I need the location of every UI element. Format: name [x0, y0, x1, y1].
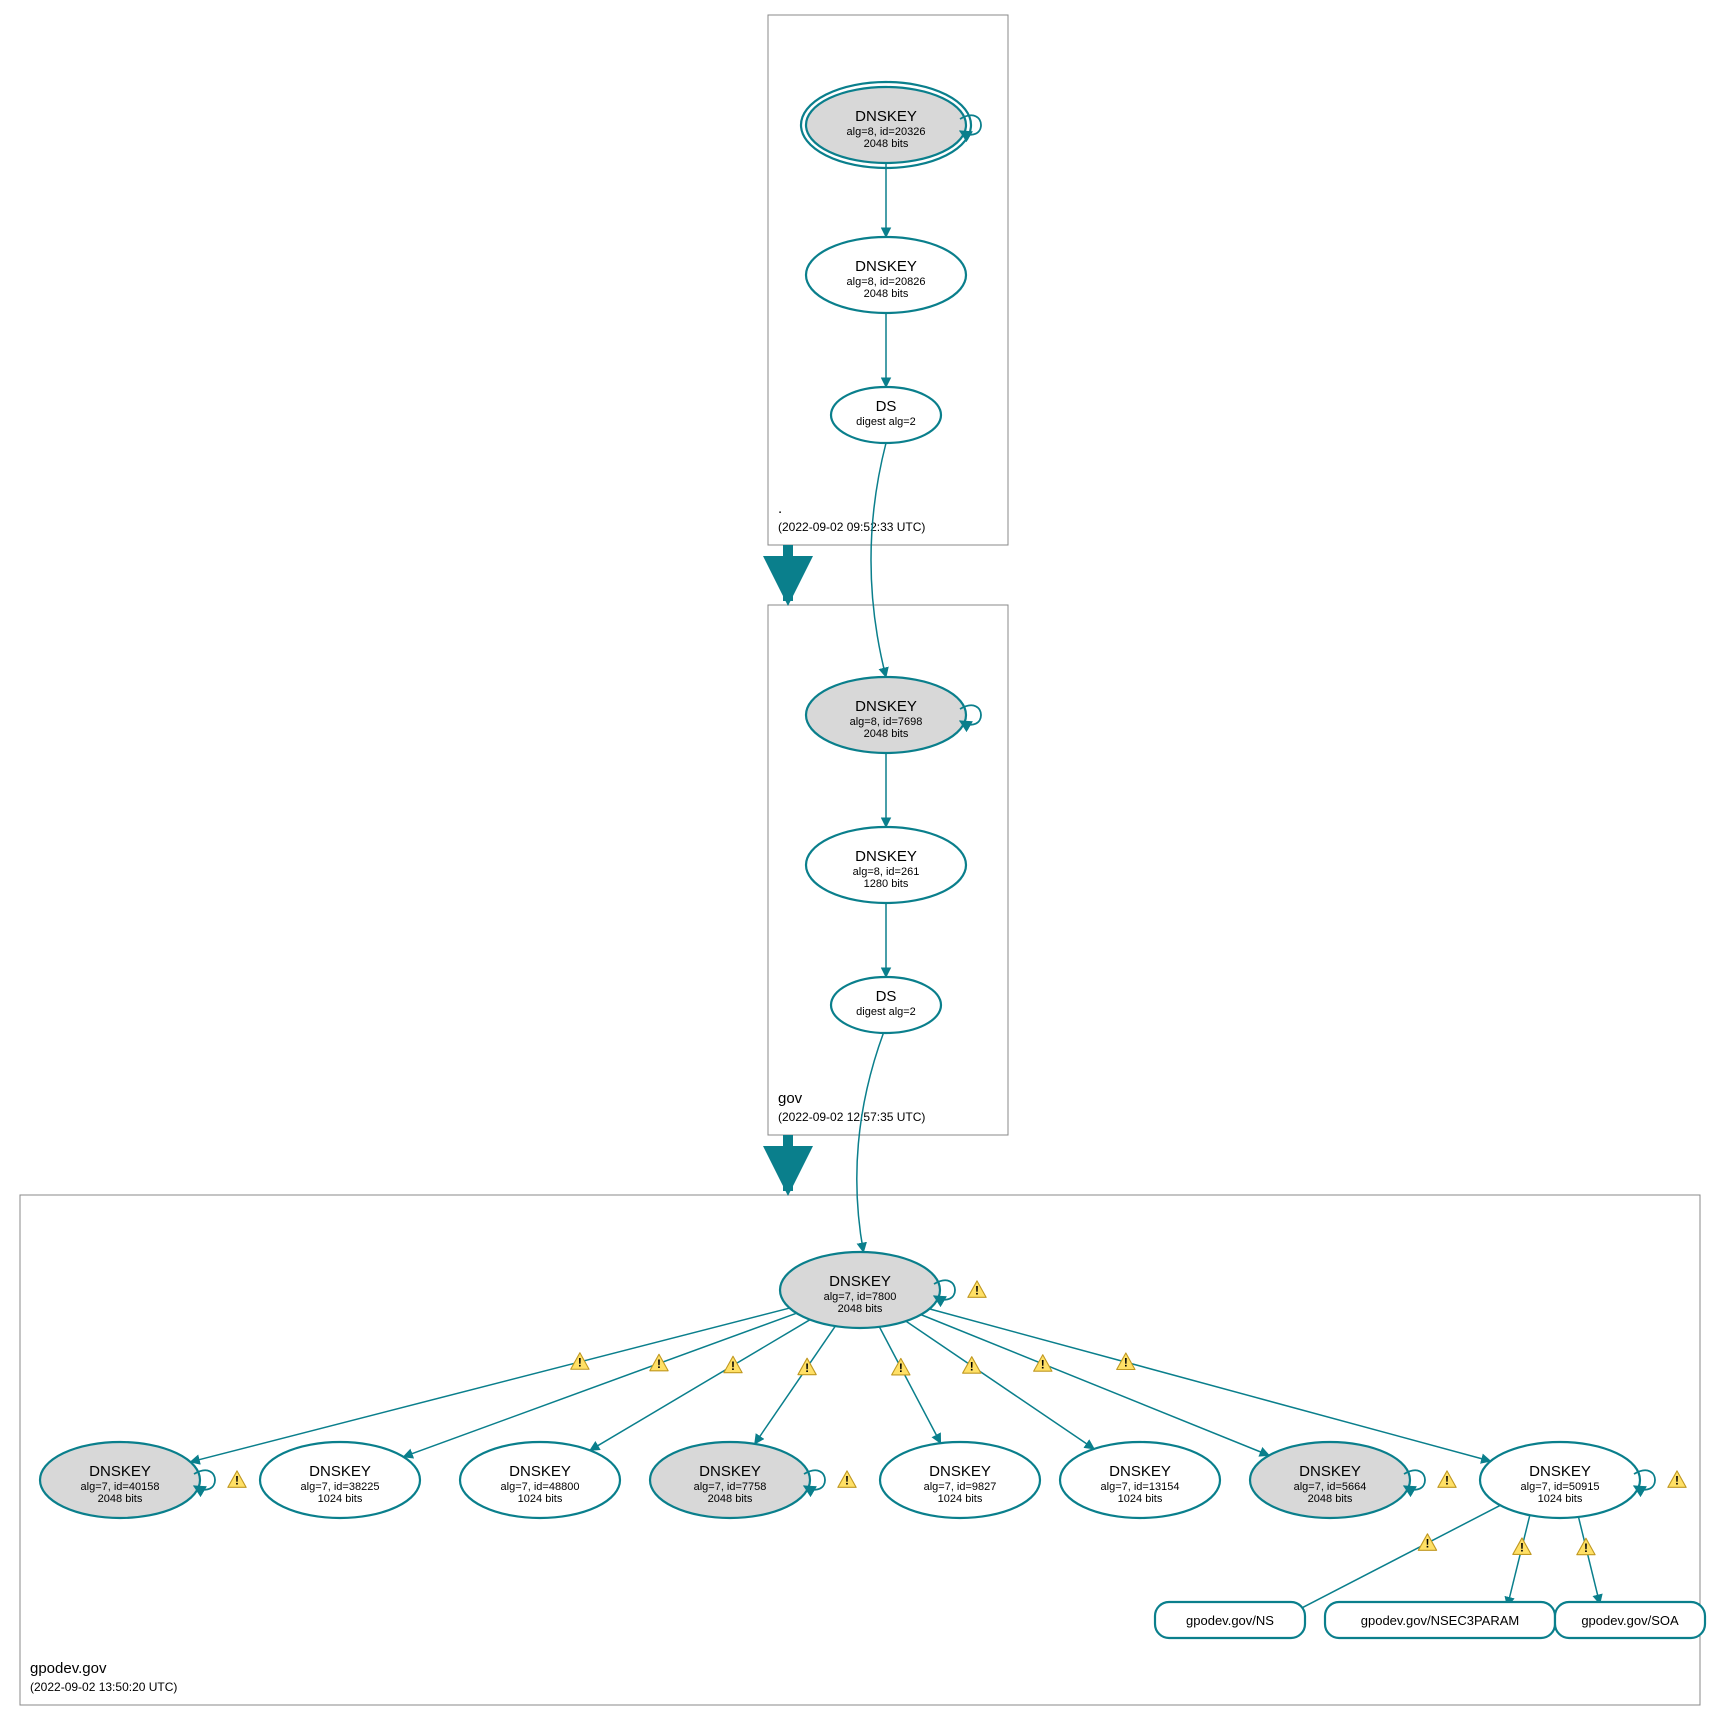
rrset-node: gpodev.gov/NS	[1155, 1602, 1305, 1638]
warning-icon	[228, 1471, 246, 1488]
warning-icon	[571, 1353, 589, 1370]
warning-icon	[1577, 1538, 1595, 1555]
rrset-label: gpodev.gov/NS	[1186, 1613, 1274, 1628]
node-title: DS	[876, 398, 897, 415]
warning-icon	[968, 1281, 986, 1298]
node-line2: alg=7, id=38225	[301, 1481, 380, 1493]
node-line2: alg=7, id=5664	[1294, 1481, 1367, 1493]
node-line2: digest alg=2	[856, 1006, 916, 1018]
node-title: DNSKEY	[1299, 1463, 1361, 1480]
node-title: DNSKEY	[699, 1463, 761, 1480]
node-line3: 1024 bits	[1538, 1493, 1583, 1505]
node-title: DNSKEY	[855, 108, 917, 125]
node-line2: alg=7, id=40158	[81, 1481, 160, 1493]
rrset-node: gpodev.gov/SOA	[1555, 1602, 1705, 1638]
warning-icon	[1117, 1353, 1135, 1370]
ds-node: DSdigest alg=2	[831, 977, 941, 1033]
warning-icon	[1034, 1355, 1052, 1372]
warning-icon	[724, 1356, 742, 1373]
edge	[1292, 1505, 1500, 1613]
node-line3: 2048 bits	[838, 1303, 883, 1315]
edge	[879, 1327, 940, 1443]
rrset-node: gpodev.gov/NSEC3PARAM	[1325, 1602, 1555, 1638]
node-title: DNSKEY	[509, 1463, 571, 1480]
node-title: DNSKEY	[855, 698, 917, 715]
node-line3: 2048 bits	[1308, 1493, 1353, 1505]
rrset-label: gpodev.gov/NSEC3PARAM	[1361, 1613, 1519, 1628]
zone-timestamp: (2022-09-02 13:50:20 UTC)	[30, 1680, 177, 1694]
node-line3: 1024 bits	[938, 1493, 983, 1505]
zone-label: gpodev.gov	[30, 1660, 107, 1677]
node-line3: 1024 bits	[518, 1493, 563, 1505]
warning-icon	[1438, 1471, 1456, 1488]
node-line2: alg=8, id=261	[853, 866, 920, 878]
node-title: DNSKEY	[89, 1463, 151, 1480]
node-title: DNSKEY	[829, 1273, 891, 1290]
dnskey-node: DNSKEYalg=8, id=2611280 bits	[806, 827, 966, 903]
node-line2: alg=7, id=9827	[924, 1481, 997, 1493]
node-line3: 1024 bits	[1118, 1493, 1163, 1505]
dnskey-node: DNSKEYalg=8, id=208262048 bits	[806, 237, 966, 313]
dnskey-node: DNSKEYalg=7, id=98271024 bits	[880, 1442, 1040, 1518]
node-line3: 1280 bits	[864, 878, 909, 890]
node-title: DNSKEY	[1109, 1463, 1171, 1480]
edge	[755, 1326, 836, 1444]
edge	[403, 1313, 796, 1457]
warning-icon	[798, 1358, 816, 1375]
edge	[857, 1033, 884, 1252]
edge	[590, 1320, 810, 1451]
zone-timestamp: (2022-09-02 12:57:35 UTC)	[778, 1110, 925, 1124]
node-title: DNSKEY	[309, 1463, 371, 1480]
edge	[1507, 1515, 1529, 1606]
node-line2: alg=8, id=20326	[847, 126, 926, 138]
rrset-label: gpodev.gov/SOA	[1581, 1613, 1679, 1628]
node-line2: digest alg=2	[856, 416, 916, 428]
zone-label: gov	[778, 1090, 803, 1107]
node-line2: alg=8, id=7698	[850, 716, 923, 728]
dnssec-diagram: !.(2022-09-02 09:52:33 UTC)gov(2022-09-0…	[0, 0, 1719, 1721]
dnskey-node: DNSKEYalg=7, id=488001024 bits	[460, 1442, 620, 1518]
node-title: DNSKEY	[929, 1463, 991, 1480]
warning-icon	[1418, 1534, 1436, 1551]
node-title: DS	[876, 988, 897, 1005]
node-line3: 2048 bits	[98, 1493, 143, 1505]
node-line3: 2048 bits	[864, 728, 909, 740]
warning-icon	[650, 1354, 668, 1371]
edge	[1578, 1517, 1599, 1604]
dnskey-node: DNSKEYalg=8, id=203262048 bits	[801, 82, 981, 168]
node-line2: alg=7, id=7758	[694, 1481, 767, 1493]
zone-timestamp: (2022-09-02 09:52:33 UTC)	[778, 520, 925, 534]
ds-node: DSdigest alg=2	[831, 387, 941, 443]
edge	[871, 443, 886, 677]
dnskey-node: DNSKEYalg=7, id=77582048 bits	[650, 1442, 856, 1518]
dnskey-node: DNSKEYalg=8, id=76982048 bits	[806, 677, 981, 753]
node-line2: alg=7, id=50915	[1521, 1481, 1600, 1493]
node-line3: 2048 bits	[864, 138, 909, 150]
warning-icon	[963, 1357, 981, 1374]
dnskey-node: DNSKEYalg=7, id=131541024 bits	[1060, 1442, 1220, 1518]
dnskey-node: DNSKEYalg=7, id=401582048 bits	[40, 1442, 246, 1518]
zone-label: .	[778, 500, 782, 517]
dnskey-node: DNSKEYalg=7, id=382251024 bits	[260, 1442, 420, 1518]
warning-icon	[892, 1358, 910, 1375]
node-line3: 2048 bits	[864, 288, 909, 300]
node-title: DNSKEY	[855, 848, 917, 865]
node-line2: alg=8, id=20826	[847, 276, 926, 288]
node-line2: alg=7, id=7800	[824, 1291, 897, 1303]
edge	[929, 1309, 1490, 1461]
node-line3: 1024 bits	[318, 1493, 363, 1505]
dnskey-node: DNSKEYalg=7, id=509151024 bits	[1480, 1442, 1686, 1518]
node-title: DNSKEY	[1529, 1463, 1591, 1480]
node-line3: 2048 bits	[708, 1493, 753, 1505]
dnskey-node: DNSKEYalg=7, id=56642048 bits	[1250, 1442, 1456, 1518]
node-line2: alg=7, id=48800	[501, 1481, 580, 1493]
node-line2: alg=7, id=13154	[1101, 1481, 1180, 1493]
node-title: DNSKEY	[855, 258, 917, 275]
warning-icon	[1668, 1471, 1686, 1488]
edge	[921, 1315, 1269, 1456]
warning-icon	[1513, 1538, 1531, 1555]
warning-icon	[838, 1471, 856, 1488]
